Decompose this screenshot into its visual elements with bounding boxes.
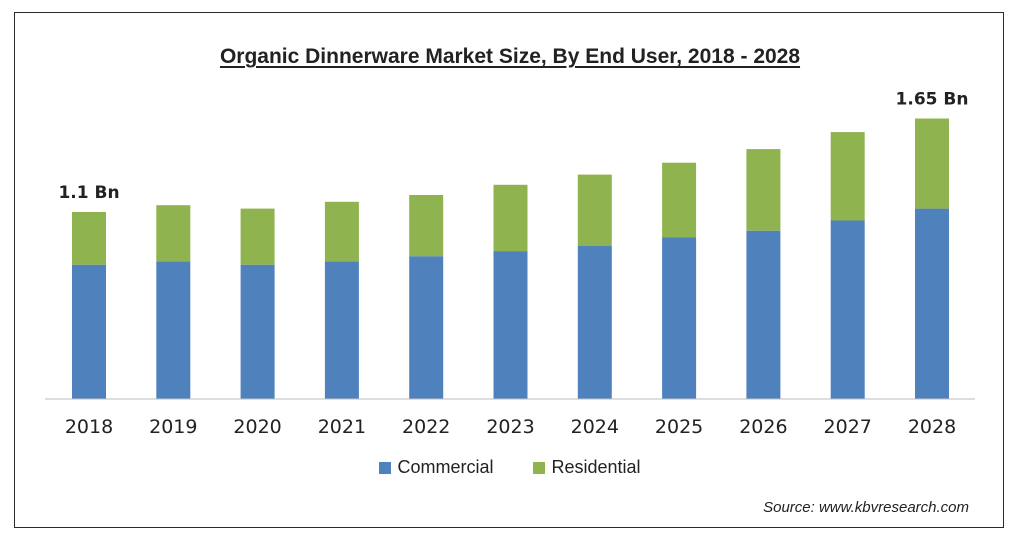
x-tick-label-2025: 2025	[655, 416, 703, 438]
bar-commercial-2028	[915, 208, 949, 399]
legend-label-commercial: Commercial	[397, 457, 494, 477]
x-tick-label-2024: 2024	[571, 416, 619, 438]
chart-frame: Organic Dinnerware Market Size, By End U…	[14, 12, 1004, 528]
legend: Commercial Residential	[15, 457, 1005, 478]
bar-residential-2023	[493, 184, 528, 252]
bar-commercial-2027	[830, 220, 865, 399]
bar-commercial-2025	[662, 237, 697, 399]
bar-commercial-2026	[746, 230, 781, 399]
x-tick-label-2028: 2028	[908, 416, 956, 438]
total-label-2028: 1.65 Bn	[896, 90, 969, 110]
x-tick-label-2020: 2020	[233, 416, 281, 438]
chart-title: Organic Dinnerware Market Size, By End U…	[219, 45, 801, 68]
bar-residential-2027	[830, 132, 865, 221]
bar-commercial-2024	[577, 246, 612, 399]
bar-residential-2021	[324, 201, 359, 262]
bar-residential-2020	[240, 208, 275, 265]
bar-commercial-2022	[409, 256, 444, 399]
plot-area: 2018 2019 2020 2021 2022 2023 2024 2025 2026 2027…	[45, 90, 975, 438]
bar-residential-2025	[662, 162, 697, 238]
bar-commercial-2019	[156, 261, 191, 399]
x-tick-label-2023: 2023	[486, 416, 534, 438]
bar-residential-2022	[409, 195, 444, 257]
bar-residential-2018	[72, 212, 106, 265]
x-tick-label-2021: 2021	[318, 416, 366, 438]
bar-commercial-2023	[493, 251, 528, 399]
x-tick-label-2019: 2019	[149, 416, 197, 438]
total-label-2018: 1.1 Bn	[58, 183, 119, 203]
x-tick-label-2027: 2027	[824, 416, 872, 438]
legend-swatch-residential	[533, 461, 546, 474]
x-tick-label-2022: 2022	[402, 416, 450, 438]
bar-residential-2024	[577, 174, 612, 246]
bar-commercial-2020	[240, 264, 275, 399]
x-tick-label-2026: 2026	[739, 416, 787, 438]
bar-residential-2028	[915, 118, 949, 209]
x-tick-label-2018: 2018	[65, 416, 113, 438]
legend-item-commercial: Commercial	[379, 457, 493, 478]
bar-commercial-2021	[324, 261, 359, 399]
legend-swatch-commercial	[379, 461, 392, 474]
source-note: Source: www.kbvresearch.com	[763, 499, 969, 516]
legend-item-residential: Residential	[533, 457, 641, 478]
bar-commercial-2018	[72, 264, 106, 399]
bar-residential-2026	[746, 149, 781, 231]
legend-label-residential: Residential	[551, 457, 641, 477]
bar-residential-2019	[156, 205, 191, 262]
